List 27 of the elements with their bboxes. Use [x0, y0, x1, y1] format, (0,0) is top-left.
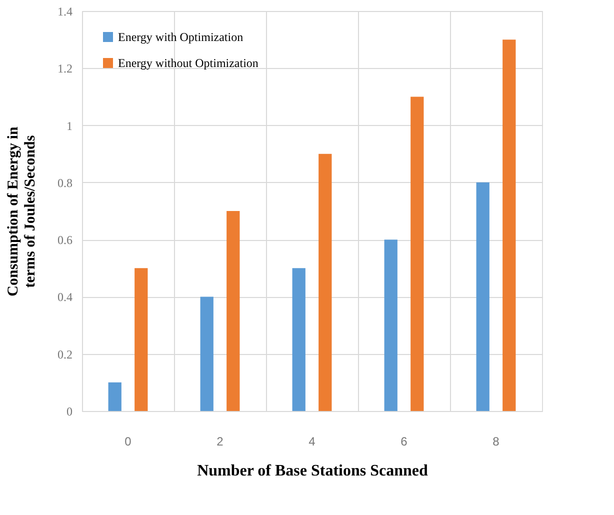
y-tick-label: 0.6 [58, 233, 72, 248]
y-tick-label: 1.2 [58, 62, 72, 76]
bar [134, 268, 148, 411]
bar [318, 154, 332, 411]
bar [200, 296, 214, 411]
bar [476, 182, 490, 411]
x-tick-label: 6 [400, 434, 408, 448]
x-tick-label: 8 [492, 434, 500, 448]
y-tick-label: 0 [66, 404, 72, 418]
bar [384, 240, 398, 411]
y-tick-label: 0.4 [58, 290, 72, 304]
bar [502, 40, 516, 411]
y-tick-label: 1.4 [58, 4, 72, 18]
legend-label: Energy with Optimization [118, 30, 244, 44]
x-axis-title: Number of Base Stations Scanned [197, 462, 428, 480]
x-tick-label: 2 [216, 434, 224, 448]
bar [226, 211, 240, 411]
y-axis-title: Consumption of Energy in terms of Joules/Seconds [6, 126, 38, 296]
bar [410, 96, 424, 411]
x-tick-label: 4 [308, 434, 316, 448]
x-tick-label: 0 [124, 434, 132, 448]
y-tick-label: 1 [66, 118, 72, 133]
y-tick-label: 0.8 [58, 176, 72, 190]
y-tick-label: 0.2 [58, 347, 72, 362]
legend-label: Energy without Optimization [118, 56, 258, 70]
bar [108, 382, 122, 411]
bar [292, 268, 306, 411]
